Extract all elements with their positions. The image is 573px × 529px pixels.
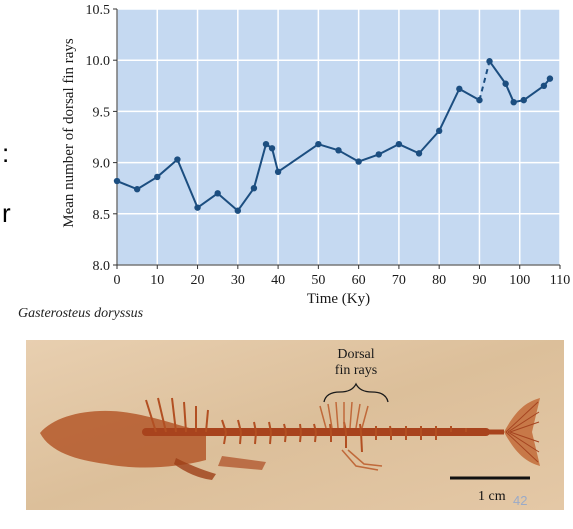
brace-marker [323, 382, 389, 403]
page-number: 42 [513, 493, 528, 508]
data-point [154, 173, 161, 181]
data-point [214, 190, 221, 197]
slide-text-fragment: : [2, 138, 10, 168]
series-line-segment [458, 87, 480, 102]
series-line-segment [523, 84, 545, 101]
fossil-fish-image: Dorsal fin rays 1 cm [26, 340, 564, 510]
x-tick-label: 10 [150, 273, 164, 288]
series-line-segment [358, 153, 380, 163]
data-point [262, 140, 270, 148]
series-line-segment [196, 192, 219, 209]
series-line-segment [271, 148, 280, 173]
x-tick-label: 110 [550, 273, 570, 288]
data-point [435, 127, 443, 135]
data-point [234, 207, 242, 214]
slide-text-fragments: : r [0, 0, 40, 280]
x-tick-label: 80 [432, 273, 446, 288]
data-point [540, 82, 548, 90]
series-line-segment [116, 180, 138, 191]
y-tick-label: 10.0 [86, 54, 111, 69]
data-point [415, 150, 423, 157]
x-tick-label: 90 [472, 273, 486, 288]
data-point [315, 140, 322, 148]
series-line-segment [252, 143, 267, 189]
y-axis-label: Mean number of dorsal fin rays [61, 38, 77, 228]
series-line-segment [217, 192, 239, 212]
data-point [174, 156, 181, 163]
y-tick-label: 9.0 [93, 157, 111, 172]
series-line-segment [478, 60, 491, 101]
y-tick-label: 9.5 [93, 105, 111, 120]
data-point [375, 151, 382, 158]
dorsal-fin-rays-annotation: Dorsal fin rays [323, 347, 389, 403]
series-line-segment [418, 130, 440, 155]
x-tick-label: 60 [352, 273, 366, 288]
data-point [335, 147, 342, 154]
series-line-segment [176, 159, 199, 209]
series-line-segment [277, 143, 319, 173]
scale-bar-label: 1 cm [478, 489, 506, 504]
species-caption: Gasterosteus doryssus [18, 306, 144, 321]
data-point [486, 58, 493, 65]
y-tick-label: 8.5 [93, 208, 111, 223]
x-tick-label: 20 [191, 273, 205, 288]
series-line-segment [338, 149, 360, 163]
data-point [510, 98, 517, 106]
data-point [250, 185, 258, 192]
x-tick-label: 30 [231, 273, 245, 288]
annotation-label-line1: Dorsal [337, 347, 374, 362]
plot-area [117, 9, 560, 265]
data-point [355, 158, 362, 165]
series-line-segment [237, 187, 255, 212]
data-point [113, 177, 121, 185]
x-tick-label: 70 [392, 273, 406, 288]
data-series [113, 58, 554, 214]
x-tick-label: 50 [311, 273, 325, 288]
x-tick-label: 40 [271, 273, 285, 288]
fossil-fish-skeleton [40, 397, 540, 480]
scale-bar: 1 cm [450, 476, 530, 504]
data-point [133, 186, 141, 193]
data-point [194, 204, 201, 211]
series-line-segment [156, 158, 179, 178]
data-point [546, 75, 554, 82]
data-point [476, 96, 483, 104]
data-point [520, 96, 527, 104]
series-line-segment [136, 176, 158, 191]
axes [113, 8, 561, 269]
data-point [502, 80, 509, 87]
y-tick-label: 10.5 [86, 3, 111, 18]
y-tick-label: 8.0 [93, 259, 111, 274]
data-point [268, 145, 276, 152]
series-line-segment [504, 83, 515, 103]
annotation-label-line2: fin rays [335, 363, 377, 378]
x-tick-label: 100 [509, 273, 530, 288]
series-line-segment [488, 60, 507, 85]
fin-ray-line-chart: 0 10 20 30 40 50 60 70 80 90 100 110 8.0 8.5 9.0 9.5 10.… [61, 3, 571, 307]
x-axis-label: Time (Ky) [307, 291, 370, 307]
tick-labels: 0 10 20 30 40 50 60 70 80 90 100 110 8.0 8.5 9.0 9.5 10.… [86, 3, 571, 288]
data-point [395, 140, 403, 148]
series-line-segment [438, 88, 461, 132]
series-line-segment [378, 143, 400, 156]
data-point [274, 168, 282, 176]
data-point [456, 85, 463, 93]
series-line-segment [398, 143, 420, 155]
x-tick-label: 0 [114, 273, 121, 288]
series-line-segment [318, 143, 339, 152]
slide-text-fragment: r [2, 198, 11, 228]
